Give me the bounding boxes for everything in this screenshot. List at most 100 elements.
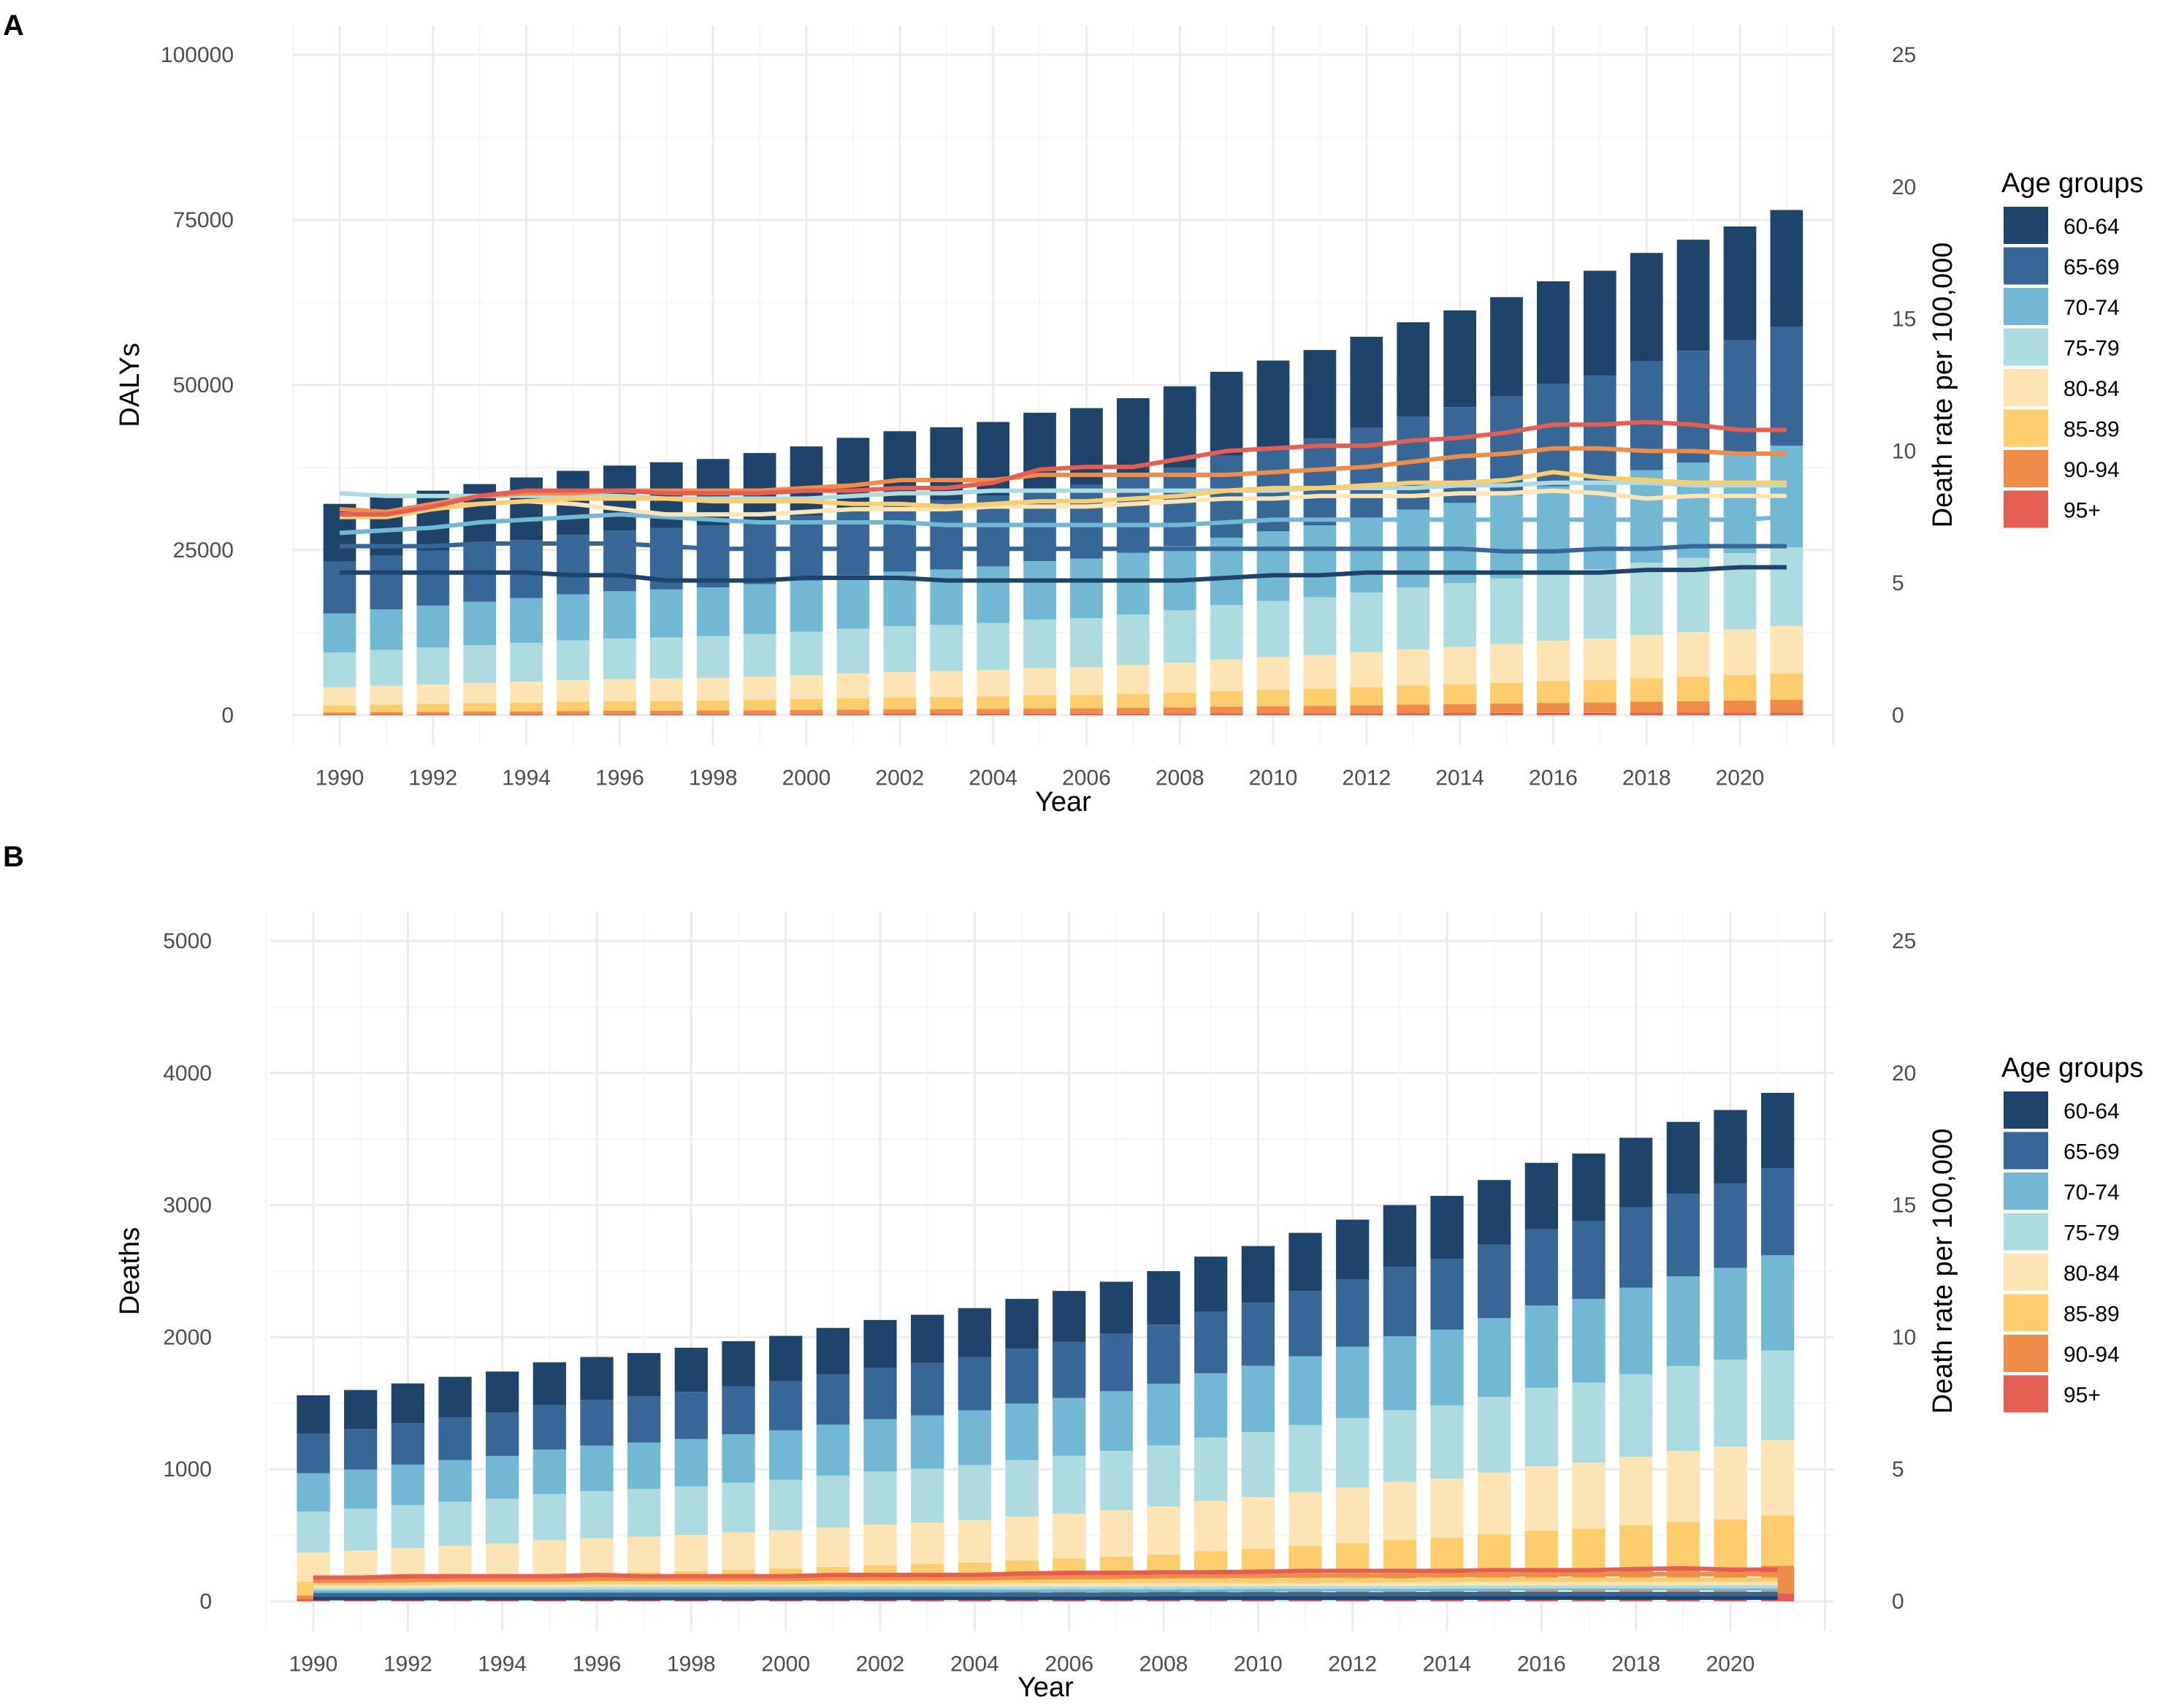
bar-segment-70-74-2014 bbox=[1443, 503, 1476, 584]
x-tick-label: 2002 bbox=[875, 766, 924, 790]
bar-segment-95plus-2003 bbox=[930, 714, 963, 715]
bar-segment-65-69-1999 bbox=[722, 1386, 755, 1435]
bar-segment-60-64-2016 bbox=[1537, 281, 1570, 384]
bar-segment-75-79-2018 bbox=[1619, 1374, 1653, 1457]
bar-segment-75-79-1998 bbox=[696, 636, 730, 678]
bar-segment-65-69-1992 bbox=[416, 550, 450, 606]
bar-segment-70-74-1996 bbox=[603, 591, 636, 638]
bar-segment-75-79-2007 bbox=[1099, 1451, 1133, 1511]
bar-segment-85-89-2021 bbox=[1761, 1515, 1795, 1566]
legend-item-80-84: 80-84 bbox=[2004, 369, 2120, 406]
bar-segment-95plus-2019 bbox=[1676, 712, 1710, 715]
bar-segment-60-64-2008 bbox=[1147, 1271, 1180, 1325]
bar-segment-85-89-2004 bbox=[977, 696, 1009, 709]
x-tick-label: 2016 bbox=[1517, 1652, 1566, 1677]
bar-segment-75-79-2002 bbox=[883, 626, 917, 672]
legend-label: 75-79 bbox=[2064, 1221, 2120, 1246]
legend: Age groups 60-64 65-69 70-74 75-79 80-84 85-89… bbox=[2001, 1053, 2143, 1413]
bar-segment-65-69-2012 bbox=[1350, 427, 1383, 518]
bar-segment-80-84-1990 bbox=[323, 687, 356, 706]
bar-segment-85-89-2016 bbox=[1524, 1530, 1558, 1573]
legend-item-90-94: 90-94 bbox=[2004, 1335, 2120, 1372]
bar-segment-80-84-2002 bbox=[883, 671, 917, 698]
y-tick-label: 1000 bbox=[163, 1457, 212, 1482]
bar-segment-60-64-2015 bbox=[1478, 1180, 1511, 1245]
x-tick-label: 1992 bbox=[408, 766, 457, 790]
bar-segment-60-64-2006 bbox=[1070, 408, 1103, 485]
bar-segment-65-69-2021 bbox=[1761, 1167, 1795, 1256]
bar-segment-60-64-2015 bbox=[1490, 297, 1523, 397]
legend-swatch bbox=[2004, 207, 2048, 244]
bar-segment-70-74-2007 bbox=[1116, 552, 1150, 615]
bar-segment-90-94-1999 bbox=[743, 710, 776, 714]
bar-segment-75-79-2014 bbox=[1443, 583, 1476, 647]
bar-segment-80-84-2007 bbox=[1099, 1510, 1133, 1557]
bar-segment-60-64-2005 bbox=[1005, 1298, 1039, 1349]
bar-segment-85-89-2000 bbox=[790, 699, 823, 710]
y-tick-label: 25000 bbox=[173, 538, 234, 563]
bar-segment-75-79-2009 bbox=[1210, 605, 1243, 660]
bar-segment-70-74-1994 bbox=[486, 1455, 519, 1499]
bar-segment-75-79-1997 bbox=[627, 1488, 661, 1537]
bar-segment-75-79-2011 bbox=[1303, 597, 1337, 655]
bar-segment-95plus-2020 bbox=[1723, 712, 1757, 715]
bar-segment-65-69-2016 bbox=[1524, 1229, 1558, 1306]
bar-segment-70-74-2005 bbox=[1023, 561, 1056, 620]
bar-segment-80-84-2011 bbox=[1303, 655, 1337, 689]
bar-segment-85-89-2020 bbox=[1723, 675, 1757, 701]
bar-segment-90-94-2000 bbox=[790, 709, 823, 714]
bar-segment-95plus-2010 bbox=[1256, 713, 1290, 715]
bar-segment-70-74-2017 bbox=[1572, 1298, 1606, 1383]
bar-segment-60-64-2013 bbox=[1383, 1205, 1416, 1267]
bar-segment-70-74-2003 bbox=[911, 1415, 944, 1469]
bar-segment-60-64-2010 bbox=[1241, 1246, 1275, 1303]
bar-segment-70-74-1991 bbox=[344, 1469, 378, 1509]
bar-segment-90-94-2001 bbox=[836, 709, 870, 714]
bar-segment-60-64-2000 bbox=[790, 446, 823, 516]
bar-segment-75-79-1999 bbox=[743, 633, 776, 676]
bar-segment-85-89-1997 bbox=[649, 701, 683, 711]
bar-segment-90-94-2006 bbox=[1070, 708, 1103, 714]
bar-segment-60-64-2007 bbox=[1099, 1281, 1133, 1334]
bar-segment-80-84-1991 bbox=[370, 685, 403, 705]
bar-segment-85-89-2012 bbox=[1350, 687, 1383, 706]
bar-segment-85-89-1993 bbox=[463, 703, 497, 712]
bar-segment-85-89-2015 bbox=[1478, 1534, 1511, 1574]
bar-segment-80-84-1995 bbox=[557, 680, 589, 702]
legend-swatch bbox=[2004, 369, 2048, 406]
y2-tick-label: 0 bbox=[1892, 1590, 1904, 1614]
bar-segment-90-94-2010 bbox=[1256, 706, 1290, 714]
bar-segment-80-84-2020 bbox=[1723, 629, 1757, 676]
stacked-bars bbox=[323, 210, 1803, 715]
x-tick-label: 2020 bbox=[1716, 766, 1765, 790]
bar-segment-95plus-2015 bbox=[1490, 712, 1523, 715]
bar-segment-70-74-2000 bbox=[769, 1430, 803, 1480]
bar-segment-85-89-2011 bbox=[1303, 688, 1337, 706]
bar-segment-70-74-2021 bbox=[1761, 1255, 1795, 1351]
legend-item-75-79: 75-79 bbox=[2004, 1213, 2120, 1251]
bar-segment-90-94-1995 bbox=[557, 711, 589, 714]
bar-segment-70-74-2015 bbox=[1490, 495, 1523, 579]
bar-segment-65-69-2021 bbox=[1770, 327, 1803, 446]
bar-segment-85-89-2018 bbox=[1619, 1525, 1653, 1571]
bar-segment-80-84-1992 bbox=[391, 1547, 424, 1579]
x-tick-label: 1994 bbox=[478, 1652, 527, 1677]
bar-segment-60-64-2008 bbox=[1163, 386, 1196, 468]
legend-swatch bbox=[2004, 450, 2048, 487]
legend-swatch bbox=[2004, 1254, 2048, 1291]
bar-segment-90-94-2020 bbox=[1723, 700, 1757, 713]
bar-segment-80-84-2013 bbox=[1397, 649, 1430, 686]
bar-segment-65-69-2010 bbox=[1241, 1303, 1275, 1366]
bar-segment-70-74-2006 bbox=[1070, 558, 1103, 619]
bar-segment-70-74-2012 bbox=[1350, 517, 1383, 593]
x-tick-label: 2004 bbox=[950, 1652, 999, 1677]
bar-segment-65-69-2002 bbox=[863, 1367, 897, 1419]
bar-segment-70-74-1990 bbox=[323, 613, 356, 653]
bar-segment-80-84-2005 bbox=[1005, 1516, 1039, 1560]
bar-segment-90-94-2013 bbox=[1397, 704, 1430, 714]
legend-swatch bbox=[2004, 1375, 2048, 1413]
bar-segment-70-74-1993 bbox=[463, 601, 497, 646]
legend-swatch bbox=[2004, 409, 2048, 447]
bar-segment-75-79-2005 bbox=[1023, 619, 1056, 668]
